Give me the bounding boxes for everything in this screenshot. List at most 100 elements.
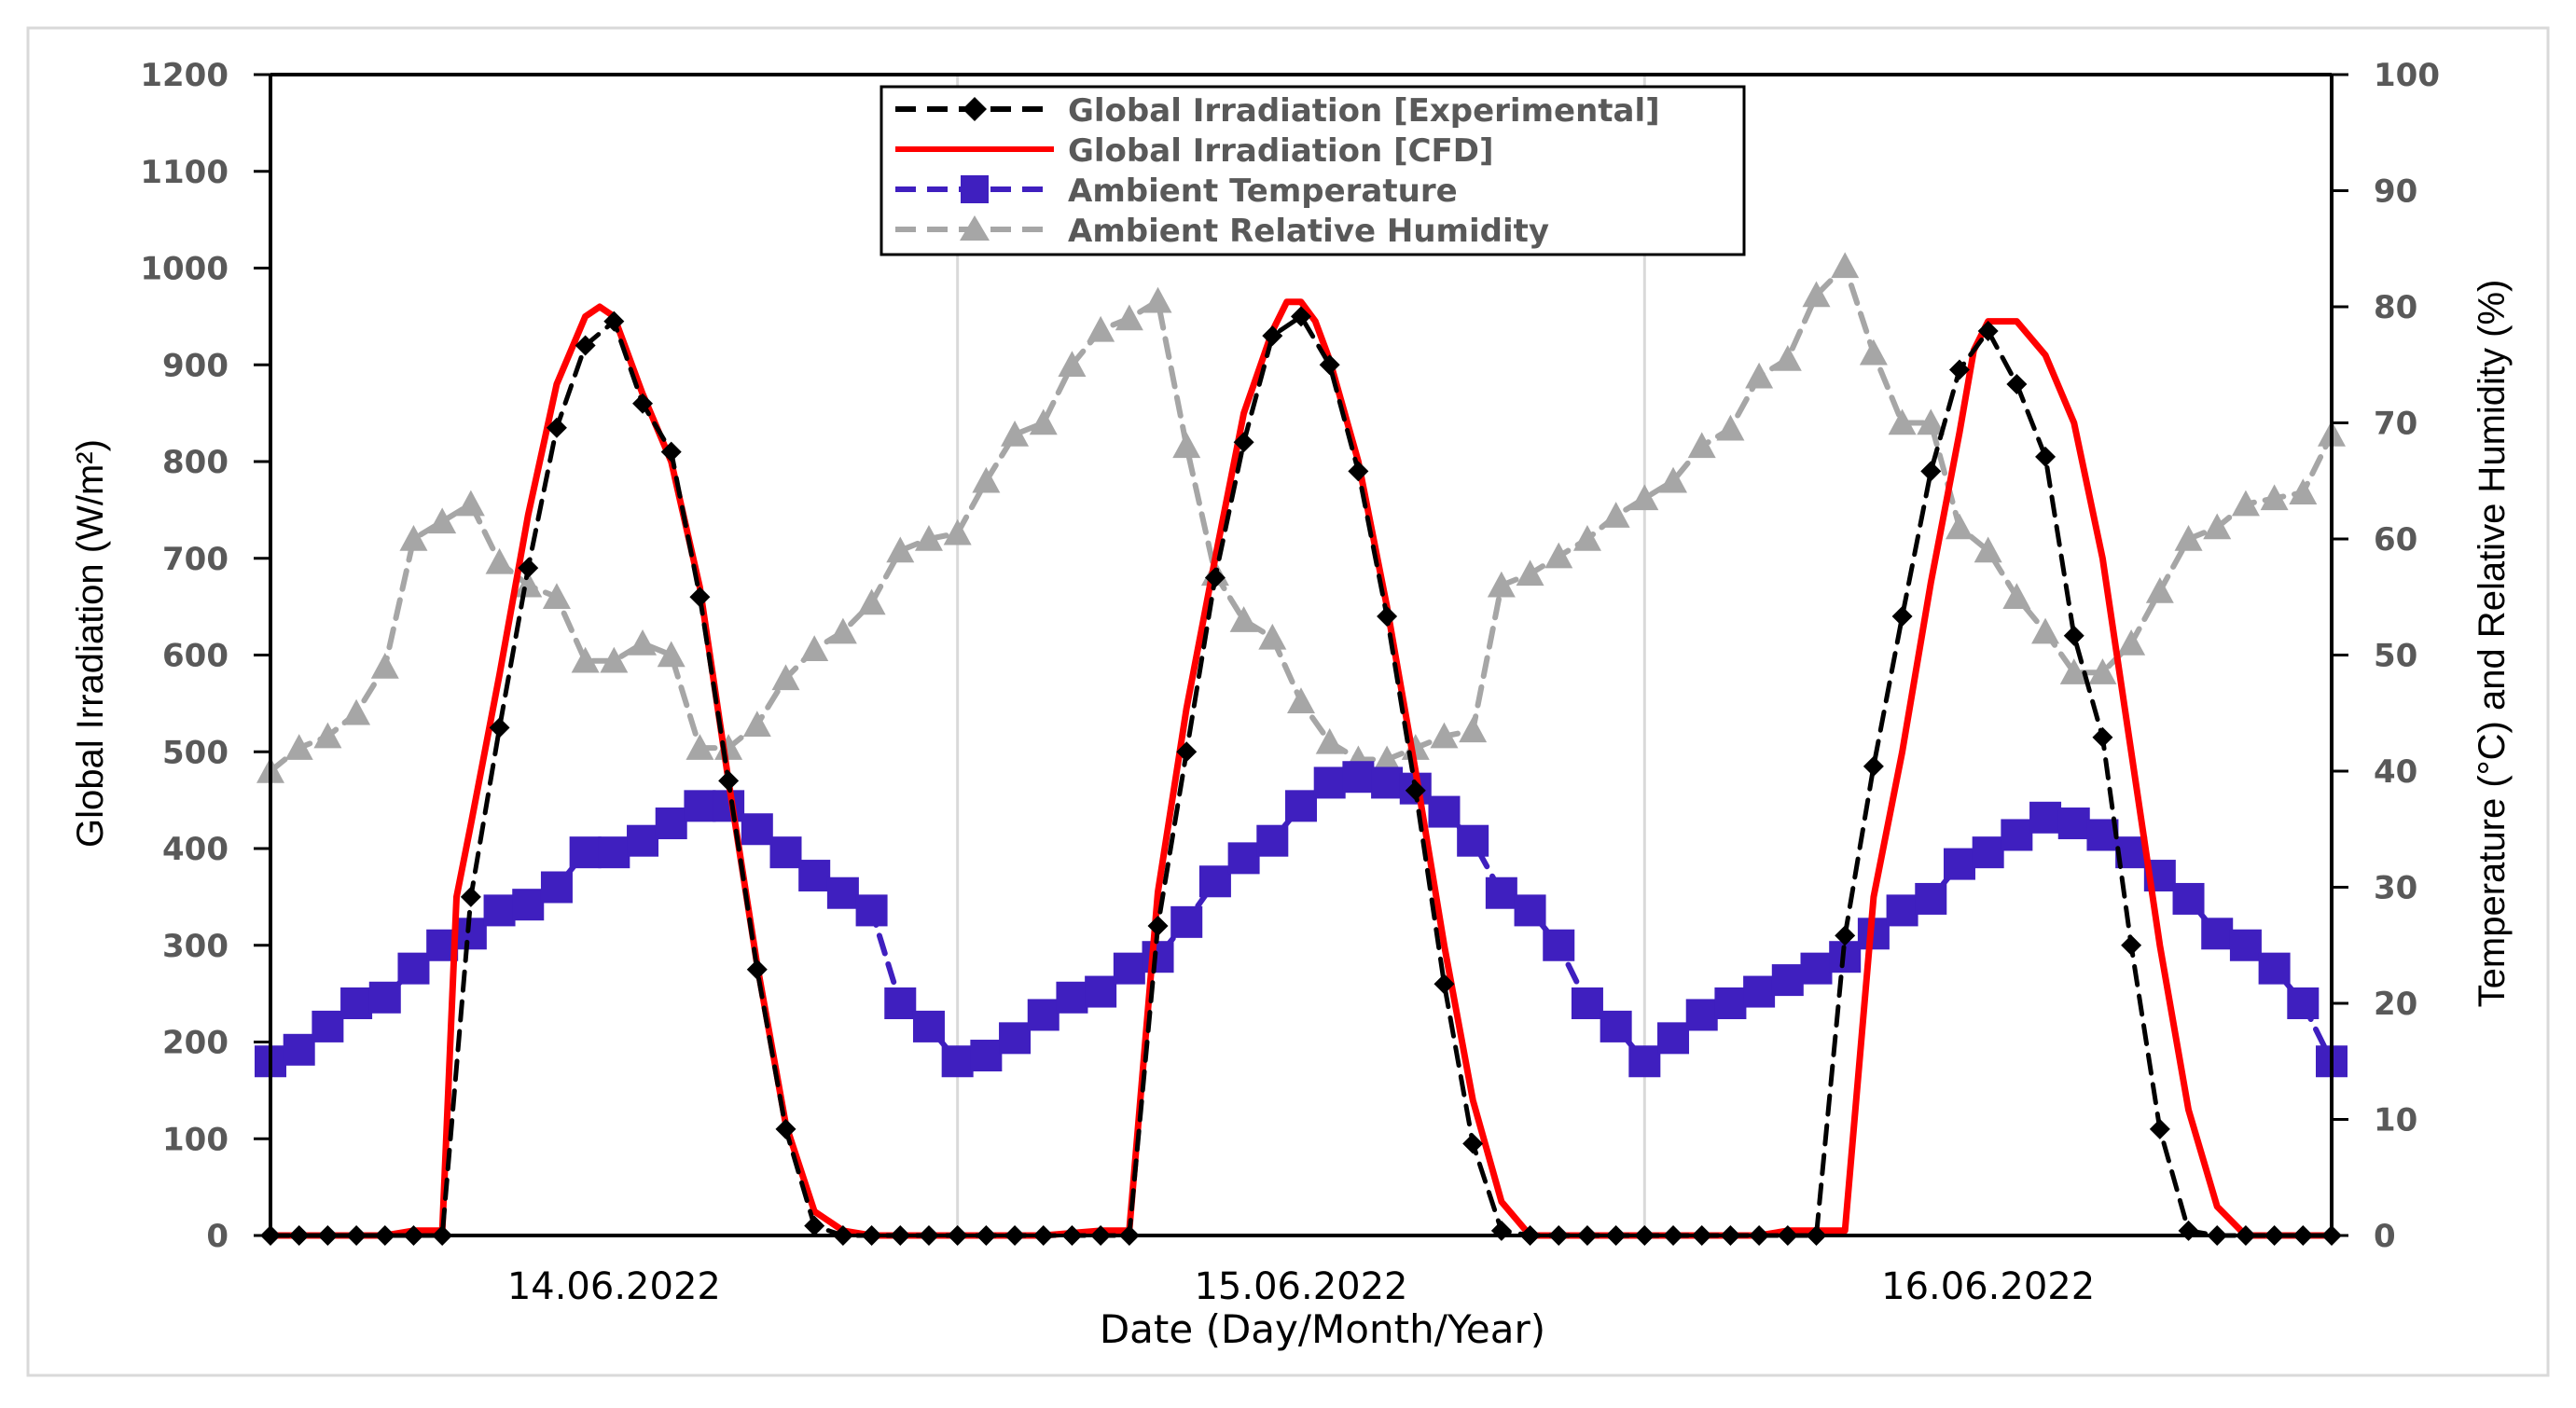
right-tick-label: 90 — [2374, 173, 2417, 211]
temperature-point — [283, 1033, 315, 1066]
legend-label-humidity: Ambient Relative Humidity — [1068, 213, 1549, 250]
legend-item-humidity: Ambient Relative Humidity — [895, 213, 1549, 250]
temperature-point — [1056, 981, 1088, 1014]
humidity-point — [828, 617, 857, 644]
temperature-point — [1714, 987, 1747, 1019]
gridlines — [956, 75, 1646, 1235]
temperature-point — [684, 790, 716, 822]
left-tick-label: 0 — [206, 1218, 229, 1255]
humidity-point — [1001, 420, 1030, 447]
experimental-point — [1262, 325, 1283, 347]
left-tick-label: 300 — [162, 928, 229, 965]
humidity-point — [1315, 727, 1344, 754]
humidity-point — [2059, 658, 2088, 684]
humidity-point — [485, 547, 514, 574]
humidity-point — [2203, 513, 2232, 540]
humidity-point — [1430, 722, 1459, 749]
humidity-point — [1087, 315, 1115, 342]
temperature-point — [1342, 761, 1375, 794]
humidity-point — [1888, 408, 1917, 435]
temperature-point — [2229, 929, 2262, 961]
humidity-point — [284, 734, 313, 760]
humidity-point — [657, 641, 686, 668]
experimental-point — [2063, 625, 2084, 646]
temperature-point — [397, 952, 430, 985]
humidity-point — [1115, 304, 1143, 331]
humidity-point — [800, 635, 829, 662]
humidity-point — [542, 583, 571, 609]
left-tick-label: 200 — [162, 1025, 229, 1062]
temperature-point — [1457, 824, 1489, 857]
temperature-point — [741, 813, 773, 846]
humidity-point — [1945, 513, 1974, 540]
experimental-point — [2092, 726, 2113, 748]
humidity-point — [1601, 502, 1630, 528]
temperature-point — [826, 877, 859, 909]
humidity-point — [1029, 408, 1058, 435]
temperature-point — [855, 894, 888, 927]
humidity-point — [1487, 571, 1516, 598]
temperature-point — [1514, 894, 1546, 927]
humidity-point — [1287, 687, 1315, 714]
humidity-point — [2145, 577, 2174, 603]
experimental-point — [1835, 925, 1856, 946]
experimental-point — [1291, 306, 1311, 327]
right-tick-label: 70 — [2374, 406, 2417, 443]
humidity-point — [2260, 484, 2289, 511]
left-tick-label: 400 — [162, 831, 229, 868]
temperature-point — [1027, 999, 1059, 1031]
temperature-point — [1256, 824, 1289, 857]
humidity-point — [428, 507, 457, 534]
temperature-point — [1113, 952, 1145, 985]
experimental-point — [1147, 916, 1169, 936]
humidity-point — [1459, 716, 1488, 743]
temperature-point — [512, 889, 545, 921]
left-tick-label: 600 — [162, 638, 229, 675]
right-tick-label: 80 — [2374, 289, 2417, 326]
humidity-point — [2002, 583, 2031, 609]
humidity-point — [2117, 629, 2146, 656]
humidity-point — [1630, 484, 1659, 511]
temperature-point — [884, 987, 917, 1019]
legend-item-experimental: Global Irradiation [Experimental] — [895, 92, 1660, 130]
experimental-point — [518, 558, 539, 579]
temperature-point — [1313, 766, 1346, 799]
temperature-point — [1943, 848, 1975, 880]
date-tick-label: 14.06.2022 — [507, 1265, 721, 1308]
humidity-point — [342, 698, 371, 725]
right-tick-label: 60 — [2374, 521, 2417, 559]
temperature-point — [312, 1010, 344, 1042]
temperature-point — [1972, 836, 2004, 869]
humidity-point — [1258, 623, 1287, 650]
humidity-point — [943, 518, 972, 545]
humidity-point — [2174, 525, 2203, 551]
temperature-point — [1543, 929, 1575, 961]
humidity-point — [1773, 345, 1802, 371]
humidity-point — [2088, 658, 2117, 684]
left-tick-label: 1000 — [140, 251, 229, 288]
temperature-point — [1428, 795, 1461, 828]
experimental-point — [2035, 446, 2057, 467]
temperature-point — [1600, 1010, 1632, 1042]
humidity-point — [456, 490, 485, 517]
humidity-point — [1716, 414, 1745, 441]
humidity-point — [886, 536, 915, 563]
temperature-point — [540, 871, 573, 904]
humidity-point — [1802, 281, 1831, 308]
experimental-point — [1891, 606, 1913, 627]
temperature-point — [627, 824, 659, 857]
temperature-point — [1170, 905, 1203, 938]
right-tick-label: 30 — [2374, 870, 2417, 907]
temperature-point — [1227, 842, 1260, 875]
right-tick-label: 40 — [2374, 753, 2417, 791]
humidity-point — [1859, 338, 1888, 366]
humidity-point — [1516, 559, 1544, 587]
right-axis-title: Temperature (°C) and Relative Humidity (… — [2472, 280, 2513, 1008]
temperature-point — [368, 981, 401, 1014]
right-tick-label: 10 — [2374, 1102, 2417, 1139]
humidity-point — [2289, 478, 2318, 504]
humidity-point — [2231, 490, 2260, 517]
left-tick-label: 1200 — [140, 57, 229, 94]
experimental-point — [1977, 320, 1999, 341]
temperature-point — [1198, 865, 1231, 898]
